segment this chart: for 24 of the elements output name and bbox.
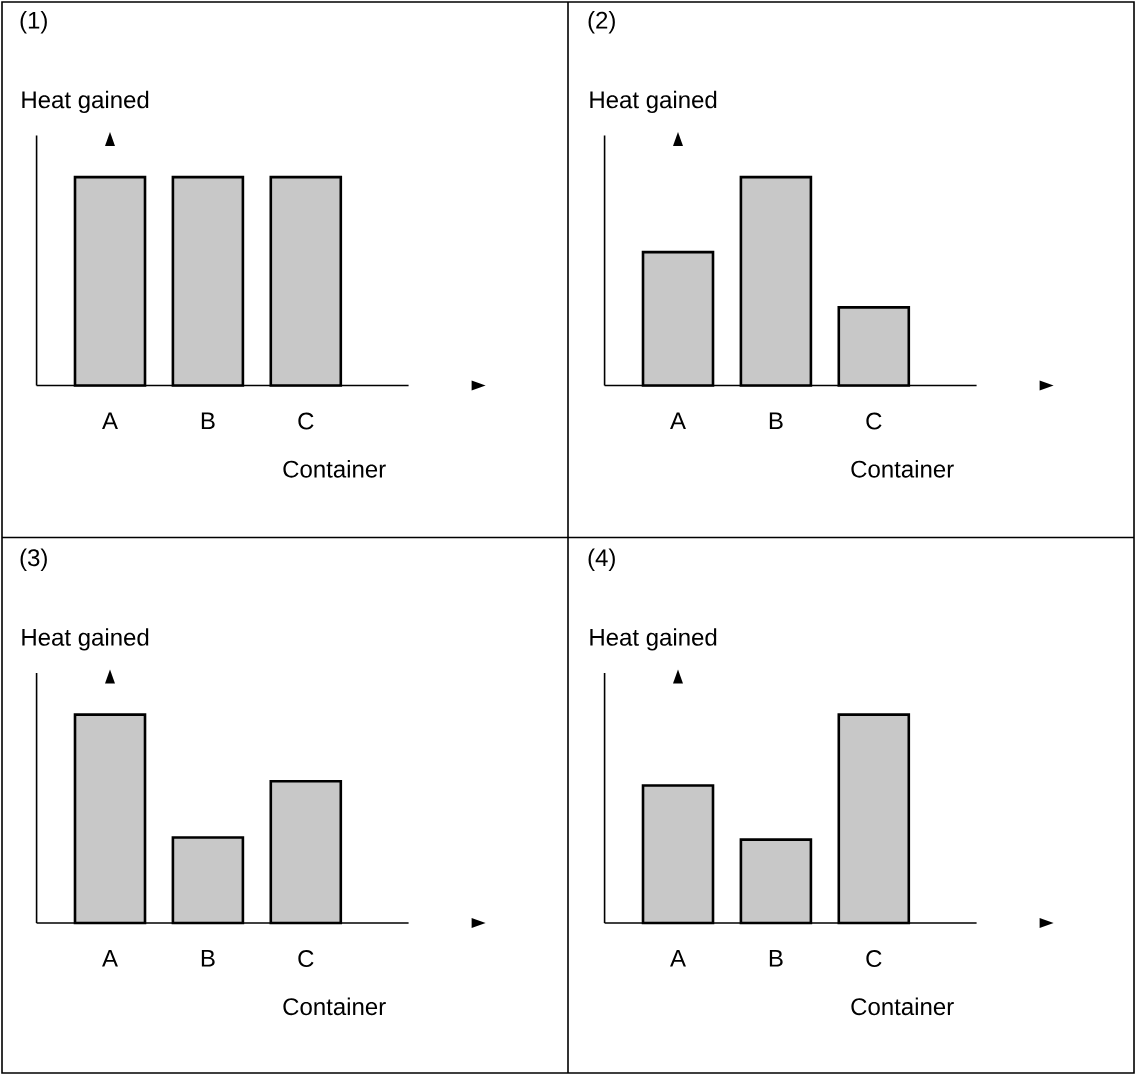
chart-title: (1) xyxy=(20,11,47,34)
y-axis-title: Heat gained xyxy=(590,628,717,651)
chart-title: (3) xyxy=(20,548,47,571)
y-axis-title: Heat gained xyxy=(22,628,149,651)
x-tick-label: A xyxy=(670,412,686,430)
chart-title: (2) xyxy=(588,11,615,34)
x-tick-label: C xyxy=(298,950,314,968)
y-axis-title: Heat gained xyxy=(590,90,717,114)
x-axis-title: Container xyxy=(851,997,954,1016)
x-tick-label: C xyxy=(866,950,882,968)
x-tick-label: B xyxy=(201,412,215,430)
x-tick-label: C xyxy=(298,412,314,430)
x-tick-label: B xyxy=(769,950,783,967)
x-axis-title: Container xyxy=(283,997,386,1016)
x-tick-label: A xyxy=(102,950,118,967)
y-axis-title: Heat gained xyxy=(22,90,149,114)
x-tick-label: C xyxy=(866,412,882,430)
x-tick-label: B xyxy=(201,950,215,967)
x-tick-label: B xyxy=(769,412,783,430)
x-axis-title: Container xyxy=(283,460,386,478)
x-tick-label: A xyxy=(102,412,118,430)
chart-title: (4) xyxy=(588,548,615,571)
x-axis-title: Container xyxy=(851,460,954,478)
x-tick-label: A xyxy=(670,950,686,967)
